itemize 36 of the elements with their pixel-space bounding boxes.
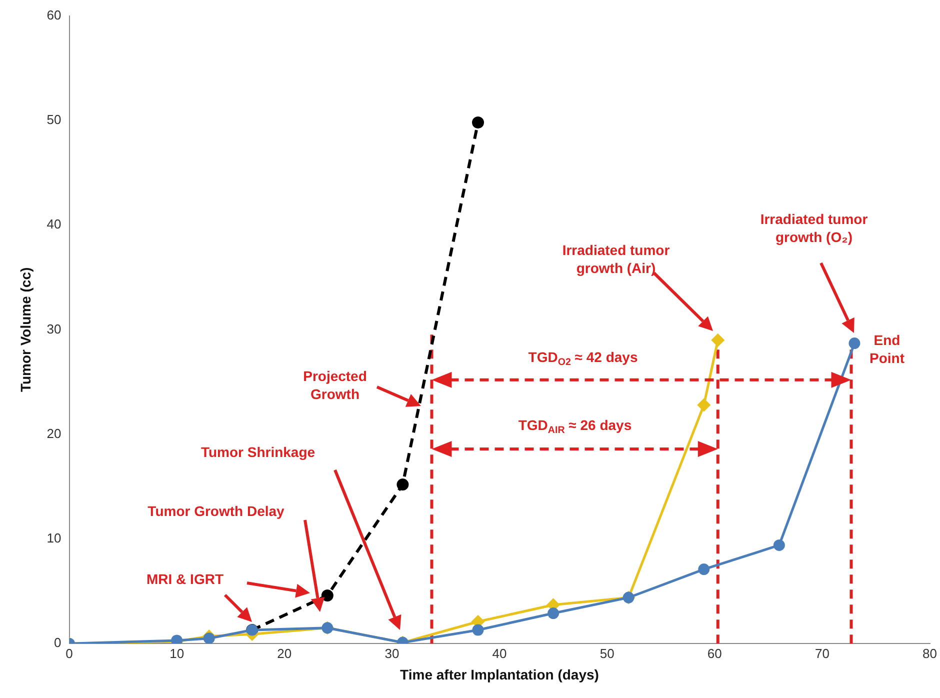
annotation: Irradiated tumor growth (Air) (562, 242, 670, 276)
x-tick-label: 40 (492, 646, 507, 661)
y-tick-label: 20 (46, 426, 62, 441)
point (321, 589, 334, 602)
x-tick-label: 50 (600, 646, 614, 661)
point (773, 539, 785, 551)
point (472, 116, 484, 129)
point (848, 338, 860, 350)
point (203, 632, 215, 644)
x-tick-label: 20 (277, 646, 292, 661)
y-tick-label: 40 (46, 216, 62, 232)
annotation: End Point (870, 332, 905, 366)
annotation: Projected Growth (303, 368, 367, 402)
point (396, 478, 409, 491)
point (472, 624, 484, 636)
point (698, 564, 710, 576)
y-tick-label: 60 (46, 7, 62, 22)
x-tick-label: 30 (384, 646, 400, 661)
y-tick-label: 50 (46, 112, 62, 128)
annotation: Tumor Shrinkage (200, 444, 316, 460)
y-axis-title: Tumor Volume (cc) (17, 267, 34, 392)
x-tick-label: 60 (707, 646, 722, 661)
annotation: Irradiated tumor growth (O₂) (760, 210, 868, 245)
x-axis-title: Time after Implantation (days) (400, 666, 599, 682)
x-tick-label: 0 (66, 646, 73, 661)
x-tick-label: 10 (170, 646, 184, 661)
point (712, 334, 724, 346)
y-tick-label: 10 (46, 530, 62, 546)
x-tick-label: 70 (814, 646, 830, 661)
x-tick-label: 80 (922, 646, 938, 661)
y-tick-label: 0 (54, 635, 62, 650)
point (698, 398, 710, 412)
y-tick-label: 30 (46, 321, 62, 336)
annotation: Tumor Growth Delay (148, 502, 285, 519)
point (548, 608, 560, 620)
annotation: MRI & IGRT (146, 570, 224, 587)
